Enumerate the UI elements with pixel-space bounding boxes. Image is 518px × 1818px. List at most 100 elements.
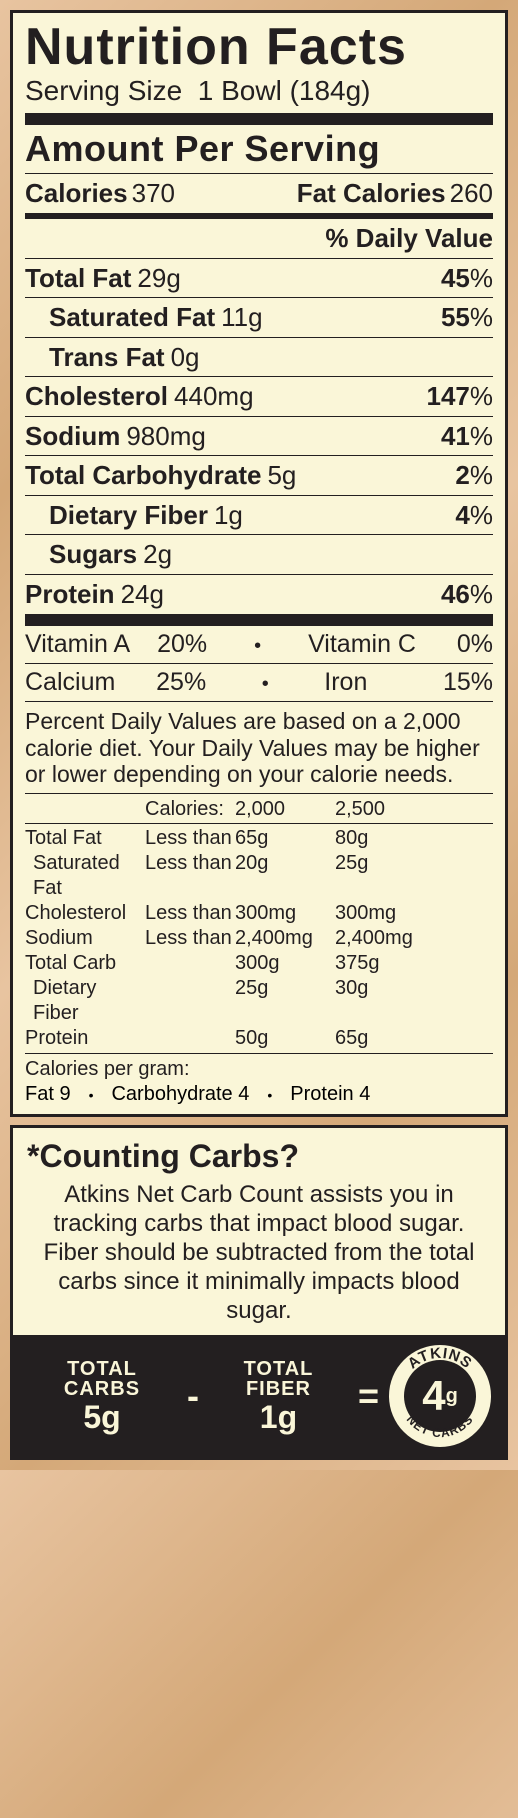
vitamin-pct: 15% — [443, 668, 493, 697]
ref-2000: 20g — [235, 851, 335, 901]
calories-per-gram-label: Calories per gram: — [25, 1058, 493, 1081]
ref-qualifier: Less than — [145, 926, 235, 951]
nutrient-amt: 440mg — [174, 380, 254, 413]
vitamin-pct: 20% — [157, 630, 207, 659]
ref-qualifier — [145, 1026, 235, 1051]
calories-value: 370 — [132, 178, 175, 209]
calories-row: Calories 370 Fat Calories 260 — [25, 178, 493, 209]
nutrient-amt: 29g — [137, 262, 180, 295]
badge-arc-text: ATKINS NET CARBS — [389, 1345, 491, 1447]
rule — [25, 495, 493, 496]
rule — [25, 1053, 493, 1054]
vitamin-name: Iron — [324, 668, 367, 697]
ref-2000: 2,400mg — [235, 926, 335, 951]
fat-calories-value: 260 — [450, 178, 493, 209]
net-carbs-strip: TOTAL CARBS 5g - TOTAL FIBER 1g = ATKINS… — [13, 1335, 505, 1457]
ref-2500: 2,400mg — [335, 926, 435, 951]
rule — [25, 113, 493, 125]
rule — [25, 534, 493, 535]
nutrient-name: Dietary Fiber — [49, 499, 208, 532]
ref-name: Saturated Fat — [25, 851, 145, 901]
bullet-icon: • — [254, 635, 261, 658]
nutrient-pct: 41% — [441, 420, 493, 453]
nutrient-pct: 55% — [441, 301, 493, 334]
amount-per-serving-head: Amount Per Serving — [25, 129, 493, 169]
nutrient-row: Cholesterol 440mg 147% — [25, 380, 493, 413]
nutrient-name: Trans Fat — [49, 341, 165, 374]
equals-icon: = — [358, 1375, 379, 1417]
rule — [25, 701, 493, 702]
ref-2500: 25g — [335, 851, 435, 901]
ref-2000: 25g — [235, 976, 335, 1026]
svg-text:NET CARBS: NET CARBS — [404, 1413, 476, 1441]
rule — [25, 823, 493, 824]
rule — [25, 337, 493, 338]
ref-2500: 65g — [335, 1026, 435, 1051]
total-fiber-label: TOTAL FIBER — [209, 1359, 348, 1399]
rule — [25, 455, 493, 456]
nutrient-row: Sugars 2g — [25, 538, 493, 571]
reference-table-body: Total FatLess than65g80gSaturated FatLes… — [25, 826, 493, 1051]
ref-qualifier — [145, 951, 235, 976]
atkins-net-carbs-badge: ATKINS NET CARBS 4g — [389, 1345, 491, 1447]
cpg-protein: Protein 4 — [290, 1083, 370, 1106]
nutrient-amt: 980mg — [126, 420, 206, 453]
nutrient-row: Dietary Fiber 1g 4% — [25, 499, 493, 532]
nutrient-amt: 11g — [221, 301, 262, 334]
nutrient-row: Saturated Fat 11g 55% — [25, 301, 493, 334]
nutrient-amt: 1g — [214, 499, 243, 532]
rule — [25, 213, 493, 219]
serving-size: Serving Size 1 Bowl (184g) — [25, 75, 493, 107]
reference-table-row: Protein50g65g — [25, 1026, 493, 1051]
vitamin-pct: 25% — [156, 668, 206, 697]
counting-carbs-panel: *Counting Carbs? Atkins Net Carb Count a… — [10, 1125, 508, 1460]
ref-name: Sodium — [25, 926, 145, 951]
ref-name: Dietary Fiber — [25, 976, 145, 1026]
rule — [25, 416, 493, 417]
ref-2500: 375g — [335, 951, 435, 976]
nutrient-name: Protein — [25, 578, 115, 611]
total-carbs-value: 5g — [27, 1401, 177, 1433]
rule — [25, 614, 493, 626]
nutrient-row: Total Fat 29g 45% — [25, 262, 493, 295]
vitamin-pct: 0% — [457, 630, 493, 659]
reference-table-row: SodiumLess than2,400mg2,400mg — [25, 926, 493, 951]
calories-label: Calories — [25, 178, 128, 209]
nutrition-facts-panel: Nutrition Facts Serving Size 1 Bowl (184… — [10, 10, 508, 1117]
cpg-fat: Fat 9 — [25, 1083, 71, 1106]
nutrient-name: Total Fat — [25, 262, 131, 295]
nutrient-name: Total Carbohydrate — [25, 459, 261, 492]
ref-qualifier — [145, 976, 235, 1026]
total-fiber-value: 1g — [209, 1401, 348, 1433]
nutrient-row: Trans Fat 0g — [25, 341, 493, 374]
rule — [25, 376, 493, 377]
nutrient-amt: 5g — [267, 459, 296, 492]
nutrient-row: Sodium 980mg 41% — [25, 420, 493, 453]
total-carbs-col: TOTAL CARBS 5g — [27, 1359, 177, 1433]
ref-qualifier: Less than — [145, 826, 235, 851]
ref-qualifier: Less than — [145, 901, 235, 926]
daily-value-head: % Daily Value — [25, 223, 493, 254]
reference-table-head: Calories: 2,000 2,500 — [25, 798, 493, 821]
vitamin-row: Calcium 25% • Iron 15% — [25, 668, 493, 697]
rule — [25, 297, 493, 298]
disclaimer-text: Percent Daily Values are based on a 2,00… — [25, 708, 493, 787]
ref-2500: 300mg — [335, 901, 435, 926]
rule — [25, 574, 493, 575]
nutrient-pct: 46% — [441, 578, 493, 611]
bullet-icon: • — [89, 1087, 94, 1103]
ref-2500: 80g — [335, 826, 435, 851]
nutrient-pct: 2% — [455, 459, 493, 492]
nutrient-name: Sodium — [25, 420, 120, 453]
total-carbs-label: TOTAL CARBS — [27, 1359, 177, 1399]
nutrient-pct: 4% — [455, 499, 493, 532]
total-fiber-col: TOTAL FIBER 1g — [209, 1359, 348, 1433]
nutrient-amt: 0g — [171, 341, 200, 374]
ref-qualifier: Less than — [145, 851, 235, 901]
vitamin-name: Calcium — [25, 668, 115, 697]
reference-table-row: CholesterolLess than300mg300mg — [25, 901, 493, 926]
rule — [25, 173, 493, 174]
nutrient-amt: 2g — [143, 538, 172, 571]
reference-table-row: Total FatLess than65g80g — [25, 826, 493, 851]
serving-label: Serving Size — [25, 75, 182, 106]
